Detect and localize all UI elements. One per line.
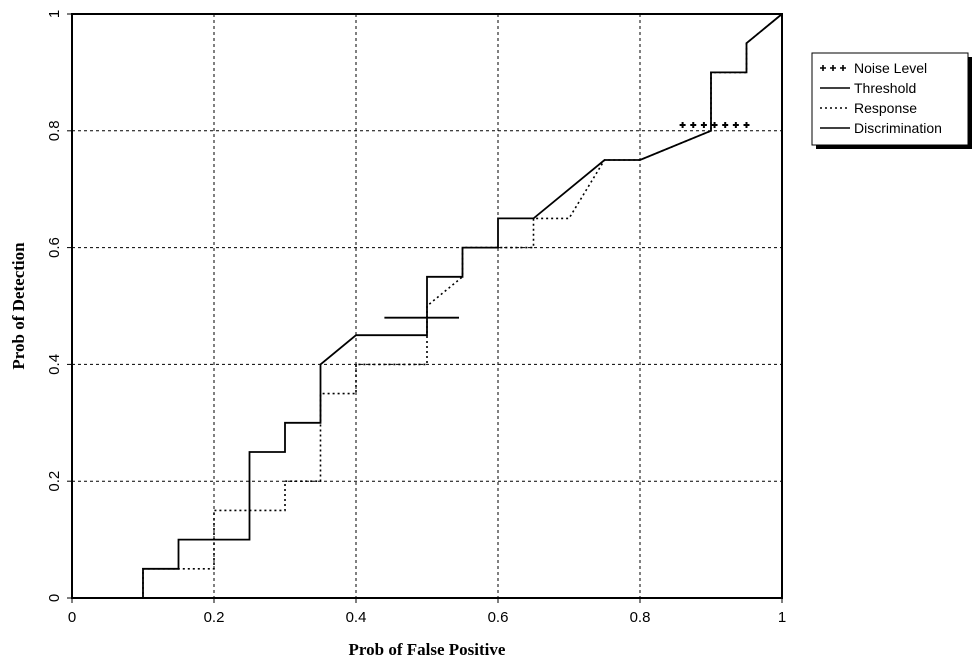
noise-level-marker	[690, 121, 697, 128]
legend-label: Noise Level	[854, 60, 927, 76]
plot-frame	[71, 13, 783, 599]
y-axis-title: Prob of Detection	[9, 242, 28, 370]
noise-level-marker	[732, 121, 739, 128]
x-tick-label: 0.8	[630, 609, 651, 626]
noise-level-series	[679, 121, 750, 128]
y-tick-label: 1	[46, 10, 63, 18]
noise-level-marker	[679, 121, 686, 128]
y-tick-label: 0.2	[46, 471, 63, 492]
series-layer	[72, 13, 783, 599]
x-tick-label: 0.6	[488, 609, 509, 626]
legend-swatch-marker	[820, 65, 826, 71]
grid-lines	[72, 14, 782, 598]
y-tick-label: 0.6	[46, 237, 63, 258]
legend-entries: Noise Level Threshold Response Discriminati…	[820, 60, 942, 136]
noise-level-marker	[722, 121, 729, 128]
y-tick-label: 0.4	[46, 354, 63, 375]
x-tick-label: 0.2	[204, 609, 225, 626]
legend-item-response: Response	[820, 100, 917, 116]
legend-label: Threshold	[854, 80, 916, 96]
legend-box	[811, 52, 969, 146]
legend-label: Discrimination	[854, 120, 942, 136]
noise-level-marker	[711, 121, 718, 128]
x-tick-label: 0	[68, 609, 76, 626]
legend: Noise Level Threshold Response Discriminati…	[811, 52, 972, 149]
y-tick-label: 0	[46, 594, 63, 602]
legend-swatch-marker	[840, 65, 846, 71]
x-tick-label: 1	[778, 609, 786, 626]
x-axis-title: Prob of False Positive	[349, 640, 506, 659]
legend-item-threshold: Threshold	[820, 80, 916, 96]
legend-label: Response	[854, 100, 917, 116]
noise-level-marker	[700, 121, 707, 128]
y-tick-label: 0.8	[46, 120, 63, 141]
axis-ticks: 0 0.2 0.4 0.6 0.8 1 0 0.2 0.4 0.6 0.8 1	[46, 10, 786, 626]
legend-item-noise-level: Noise Level	[820, 60, 927, 76]
legend-item-discrimination: Discrimination	[820, 120, 942, 136]
noise-level-marker	[743, 121, 750, 128]
legend-swatch-marker	[830, 65, 836, 71]
threshold-line	[72, 13, 783, 599]
x-tick-label: 0.4	[346, 609, 367, 626]
